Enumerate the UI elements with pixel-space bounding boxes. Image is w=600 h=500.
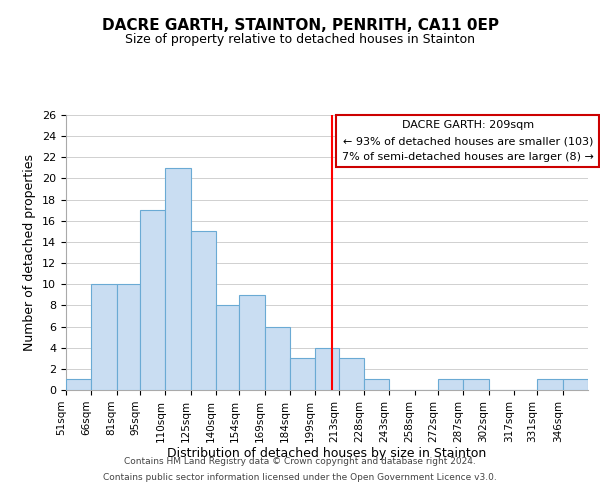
Bar <box>339 358 364 390</box>
Bar <box>239 295 265 390</box>
Bar <box>191 232 216 390</box>
Bar <box>538 380 563 390</box>
X-axis label: Distribution of detached houses by size in Stainton: Distribution of detached houses by size … <box>167 448 487 460</box>
Bar <box>216 306 239 390</box>
Bar <box>290 358 315 390</box>
Bar <box>364 380 389 390</box>
Bar <box>140 210 166 390</box>
Text: DACRE GARTH: 209sqm
← 93% of detached houses are smaller (103)
7% of semi-detach: DACRE GARTH: 209sqm ← 93% of detached ho… <box>342 120 594 162</box>
Bar <box>315 348 339 390</box>
Bar <box>116 284 140 390</box>
Y-axis label: Number of detached properties: Number of detached properties <box>23 154 37 351</box>
Bar <box>265 326 290 390</box>
Bar <box>66 380 91 390</box>
Text: Contains HM Land Registry data © Crown copyright and database right 2024.: Contains HM Land Registry data © Crown c… <box>124 458 476 466</box>
Bar <box>438 380 463 390</box>
Bar <box>91 284 116 390</box>
Text: DACRE GARTH, STAINTON, PENRITH, CA11 0EP: DACRE GARTH, STAINTON, PENRITH, CA11 0EP <box>101 18 499 32</box>
Bar <box>463 380 488 390</box>
Bar <box>166 168 191 390</box>
Text: Contains public sector information licensed under the Open Government Licence v3: Contains public sector information licen… <box>103 472 497 482</box>
Text: Size of property relative to detached houses in Stainton: Size of property relative to detached ho… <box>125 32 475 46</box>
Bar <box>563 380 588 390</box>
